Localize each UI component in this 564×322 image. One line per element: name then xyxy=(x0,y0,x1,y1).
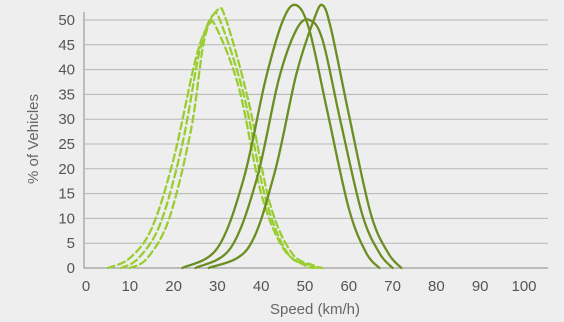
x-tick-label: 10 xyxy=(121,278,138,295)
tick-labels: 0 5 10 15 20 25 30 35 40 45 50 0 10 20 30 40 50 60 70 80 90 1… xyxy=(58,12,536,295)
y-tick-label: 25 xyxy=(58,136,75,153)
x-axis-label: Speed (km/h) xyxy=(270,301,360,318)
y-tick-label: 5 xyxy=(67,235,75,252)
y-tick-label: 0 xyxy=(67,260,75,277)
y-tick-label: 10 xyxy=(58,210,75,227)
x-tick-label: 90 xyxy=(472,278,489,295)
x-tick-label: 50 xyxy=(297,278,314,295)
y-tick-label: 45 xyxy=(58,37,75,54)
x-tick-label: 40 xyxy=(253,278,270,295)
solid-curve-4 xyxy=(181,3,381,270)
y-tick-label: 40 xyxy=(58,62,75,79)
y-tick-label: 15 xyxy=(58,186,75,203)
solid-curve-5 xyxy=(194,18,394,270)
grid xyxy=(83,12,548,269)
y-axis-label: % of Vehicles xyxy=(25,94,42,184)
solid-curve-6 xyxy=(207,3,403,270)
dashed-curve-3 xyxy=(128,6,324,270)
curves xyxy=(106,3,403,270)
x-tick-label: 0 xyxy=(82,278,90,295)
y-tick-label: 30 xyxy=(58,111,75,128)
x-tick-label: 100 xyxy=(511,278,536,295)
x-tick-label: 80 xyxy=(428,278,445,295)
y-tick-label: 20 xyxy=(58,161,75,178)
dashed-curve-2 xyxy=(119,11,320,270)
dashed-curve-1 xyxy=(106,20,315,270)
x-tick-label: 70 xyxy=(384,278,401,295)
y-tick-label: 50 xyxy=(58,12,75,29)
x-tick-label: 20 xyxy=(165,278,182,295)
x-tick-label: 30 xyxy=(209,278,226,295)
x-tick-label: 60 xyxy=(340,278,357,295)
y-tick-label: 35 xyxy=(58,86,75,103)
